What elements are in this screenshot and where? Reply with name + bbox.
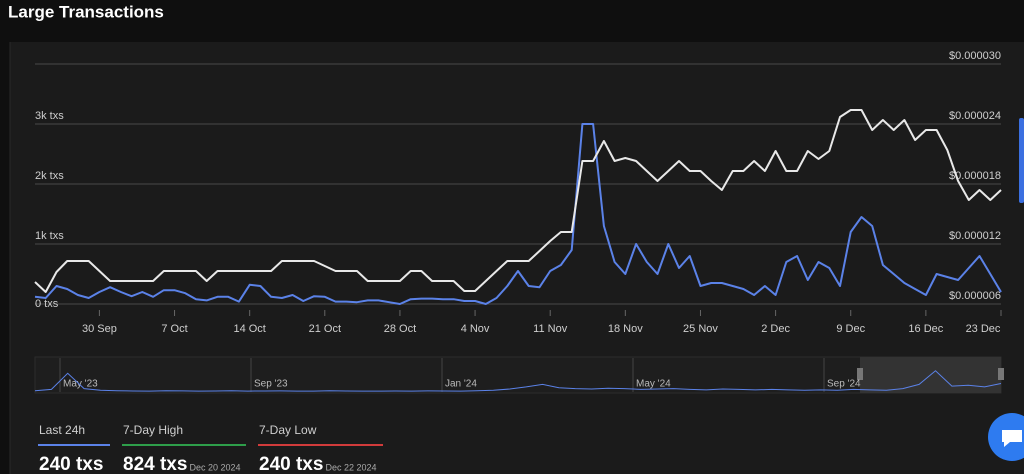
stat-value: 824 txs (123, 454, 187, 474)
y-tick-label: 2k txs (35, 170, 64, 182)
stat-label: Last 24h (39, 423, 85, 437)
series-line (34, 123, 1002, 305)
x-tick-label: 21 Oct (309, 323, 341, 335)
chat-icon (1002, 430, 1022, 447)
x-tick-label: 2 Dec (761, 323, 790, 335)
navigator-label: May '24 (636, 379, 671, 390)
y2-tick-label: $0.000012 (949, 230, 1001, 242)
stat-date: Dec 20 2024 (189, 462, 240, 472)
x-tick-label: 30 Sep (82, 323, 117, 335)
x-tick-label: 23 Dec (966, 323, 1001, 335)
y2-tick-label: $0.000030 (949, 50, 1001, 62)
x-tick-label: 14 Oct (233, 323, 265, 335)
navigator-label: Jan '24 (445, 379, 477, 390)
y-tick-label: 0 txs (35, 298, 59, 310)
stat-date: Dec 22 2024 (325, 462, 376, 472)
stat-value: 240 txs (39, 454, 103, 474)
x-tick-label: 9 Dec (836, 323, 865, 335)
navigator-label: Sep '23 (254, 379, 288, 390)
stat-value: 240 txs (259, 454, 323, 474)
y2-tick-label: $0.000024 (949, 110, 1001, 122)
series-line (34, 109, 1002, 293)
scroll-indicator (1019, 118, 1024, 203)
panel (10, 42, 1024, 474)
x-tick-label: 7 Oct (161, 323, 187, 335)
x-tick-label: 28 Oct (384, 323, 416, 335)
y-tick-label: 1k txs (35, 230, 64, 242)
navigator-label: May '23 (63, 379, 98, 390)
navigator-handle[interactable] (857, 368, 863, 380)
navigator-line (34, 370, 1002, 392)
navigator-handle[interactable] (998, 368, 1004, 380)
y2-tick-label: $0.000006 (949, 290, 1001, 302)
x-tick-label: 4 Nov (461, 323, 490, 335)
x-tick-label: 16 Dec (908, 323, 943, 335)
x-tick-label: 11 Nov (533, 323, 568, 335)
stat-label: 7-Day High (123, 423, 183, 437)
stat-label: 7-Day Low (259, 423, 317, 437)
navigator-frame (34, 356, 1002, 394)
y-tick-label: 3k txs (35, 110, 64, 122)
chart-title: Large Transactions (8, 2, 164, 21)
y2-tick-label: $0.000018 (949, 170, 1001, 182)
navigator-label: Sep '24 (827, 379, 861, 390)
x-tick-label: 18 Nov (608, 323, 643, 335)
x-tick-label: 25 Nov (683, 323, 718, 335)
